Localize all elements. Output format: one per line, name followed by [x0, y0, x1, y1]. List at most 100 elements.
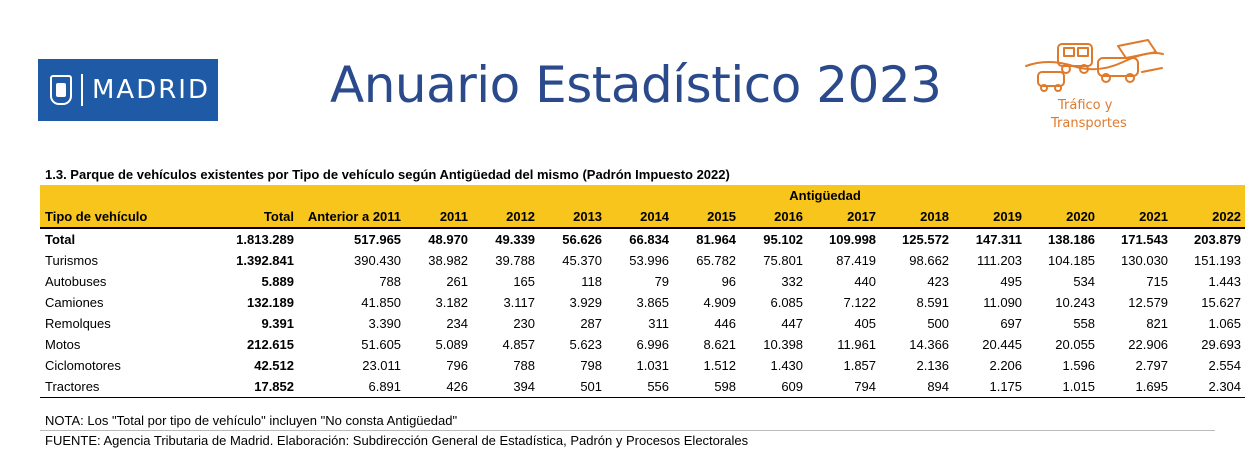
- table-cell: 4.909: [703, 295, 737, 310]
- table-cell: 6.085: [770, 295, 804, 310]
- row-total-cell: 42.512: [254, 358, 294, 373]
- table-cell: 1.175: [953, 376, 1027, 398]
- table-cell: 3.182: [435, 295, 469, 310]
- table-cell: 556: [606, 376, 674, 398]
- table-cell: 125.572: [902, 232, 950, 247]
- table-cell: 49.339: [495, 232, 536, 247]
- table-cell: 20.445: [982, 337, 1023, 352]
- row-label: Turismos: [45, 253, 98, 268]
- table-cell: 1.015: [1026, 376, 1100, 398]
- column-header-row: Tipo de vehículo Total Anterior a 2011 2…: [40, 206, 1246, 229]
- table-row: Camiones 132.189 41.850 3.182 3.117 3.929 3.86…: [40, 292, 1245, 313]
- table-cell: 447: [781, 316, 804, 331]
- logo-text: MADRID: [92, 75, 210, 105]
- table-cell: 6.996: [636, 337, 670, 352]
- row-total-cell: 132.189: [247, 295, 294, 310]
- column-header: 2017: [807, 206, 881, 229]
- table-cell: 20.055: [1055, 337, 1096, 352]
- table-cell: 1.065: [1208, 316, 1242, 331]
- table-cell: 109.998: [829, 232, 877, 247]
- table-cell: 95.102: [763, 232, 804, 247]
- row-total-cell: 1.392.841: [236, 253, 294, 268]
- table-cell: 598: [673, 376, 741, 398]
- table-cell: 798: [580, 358, 603, 373]
- page-title: Anuario Estadístico 2023: [330, 56, 942, 114]
- column-header: 2011: [405, 206, 473, 229]
- table-row: Ciclomotores 42.512 23.011 796 788 798 1.031 1.…: [40, 355, 1245, 376]
- table-cell: 394: [472, 376, 540, 398]
- table-cell: 440: [854, 274, 877, 289]
- table-cell: 81.964: [696, 232, 737, 247]
- column-header: Tipo de vehículo: [40, 206, 190, 229]
- table-cell: 230: [513, 316, 536, 331]
- table-cell: 79: [654, 274, 670, 289]
- table-cell: 788: [379, 274, 402, 289]
- column-header: 2022: [1172, 206, 1246, 229]
- table-cell: 138.186: [1048, 232, 1096, 247]
- column-header: 2012: [472, 206, 540, 229]
- column-header: 2014: [606, 206, 674, 229]
- table-row: Remolques 9.391 3.390 234 230 287 311 446 447 405…: [40, 313, 1245, 334]
- table-cell: 1.031: [636, 358, 670, 373]
- table-cell: 234: [446, 316, 469, 331]
- table-cell: 29.693: [1201, 337, 1242, 352]
- table-cell: 203.879: [1194, 232, 1242, 247]
- section-label-line2: Transportes: [1051, 116, 1127, 131]
- row-total-cell: 5.889: [261, 274, 294, 289]
- table-cell: 1.596: [1062, 358, 1096, 373]
- table-cell: 4.857: [502, 337, 536, 352]
- table-cell: 500: [927, 316, 950, 331]
- table-cell: 1.857: [843, 358, 877, 373]
- table-cell: 697: [1000, 316, 1023, 331]
- table-cell: 2.554: [1208, 358, 1242, 373]
- row-total-cell: 9.391: [261, 316, 294, 331]
- table-cell: 894: [880, 376, 954, 398]
- table-cell: 558: [1073, 316, 1096, 331]
- table-cell: 130.030: [1121, 253, 1169, 268]
- table-cell: 1.430: [770, 358, 804, 373]
- column-header: Anterior a 2011: [298, 206, 406, 229]
- table-cell: 8.621: [703, 337, 737, 352]
- row-total-cell: 17.852: [190, 376, 298, 398]
- table-cell: 14.366: [909, 337, 950, 352]
- table-cell: 98.662: [909, 253, 950, 268]
- table-cell: 517.965: [354, 232, 402, 247]
- table-source: FUENTE: Agencia Tributaria de Madrid. El…: [45, 433, 749, 448]
- vehicle-age-table: Antigüedad Tipo de vehículo Total Anteri…: [40, 185, 1246, 398]
- column-header: 2021: [1099, 206, 1173, 229]
- table-cell: 501: [539, 376, 607, 398]
- madrid-seal-icon: [50, 75, 72, 105]
- table-cell: 426: [405, 376, 473, 398]
- table-cell: 45.370: [562, 253, 603, 268]
- table-cell: 111.203: [976, 253, 1023, 268]
- table-cell: 446: [714, 316, 737, 331]
- table-cell: 48.970: [428, 232, 469, 247]
- table-cell: 1.512: [703, 358, 737, 373]
- table-body: Total 1.813.289 517.965 48.970 49.339 56.626 6…: [40, 228, 1246, 398]
- table-cell: 1.695: [1099, 376, 1173, 398]
- table-cell: 39.788: [495, 253, 536, 268]
- table-cell: 7.122: [843, 295, 877, 310]
- table-cell: 405: [854, 316, 877, 331]
- table-cell: 12.579: [1128, 295, 1169, 310]
- section-label-line1: Tráfico y: [1058, 98, 1113, 113]
- row-label: Remolques: [45, 316, 111, 331]
- column-header: 2019: [953, 206, 1027, 229]
- table-cell: 495: [1000, 274, 1023, 289]
- column-header: Total: [190, 206, 298, 229]
- madrid-logo: MADRID: [38, 59, 218, 121]
- table-cell: 147.311: [975, 232, 1023, 247]
- table-cell: 151.193: [1194, 253, 1242, 268]
- table-cell: 2.797: [1135, 358, 1169, 373]
- table-cell: 3.117: [503, 295, 536, 310]
- table-cell: 96: [721, 274, 737, 289]
- table-cell: 23.011: [362, 358, 402, 373]
- table-cell: 3.929: [569, 295, 603, 310]
- table-cell: 311: [648, 316, 670, 331]
- table-cell: 423: [927, 274, 950, 289]
- table-cell: 75.801: [763, 253, 804, 268]
- table-cell: 287: [580, 316, 603, 331]
- table-cell: 332: [781, 274, 804, 289]
- column-header: 2020: [1026, 206, 1100, 229]
- table-cell: 390.430: [354, 253, 402, 268]
